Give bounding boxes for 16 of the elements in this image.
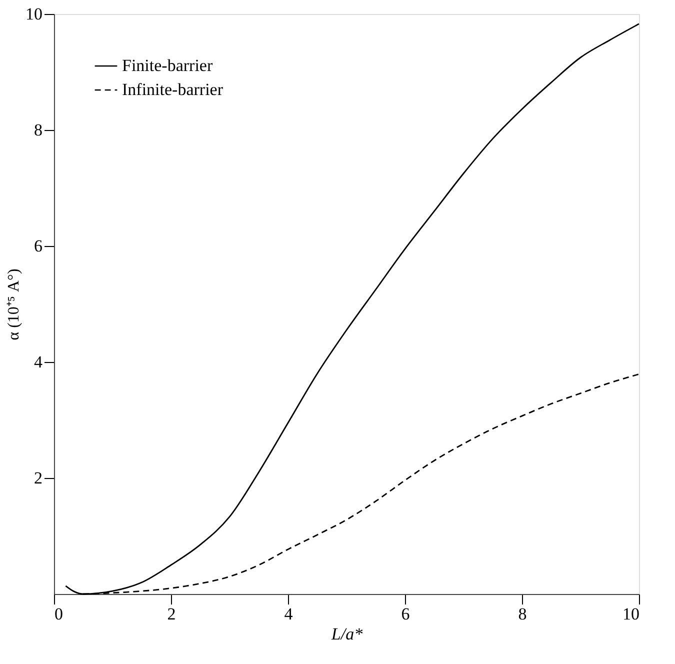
- x-tick-label: 2: [167, 604, 176, 624]
- x-tick-label: 0: [54, 604, 63, 624]
- x-axis-title: L/a*: [330, 624, 364, 644]
- y-tick-label: 2: [34, 468, 42, 488]
- x-tick-label: 8: [518, 604, 527, 624]
- x-tick-label: 10: [622, 604, 640, 624]
- legend-label: Infinite-barrier: [122, 80, 224, 99]
- x-tick-label: 4: [284, 604, 294, 624]
- y-axis-title: α (10⁺⁵ A°): [6, 268, 22, 340]
- y-tick-label: 4: [34, 352, 43, 372]
- y-tick-label: 6: [34, 236, 42, 256]
- y-tick-label: 10: [26, 4, 42, 24]
- x-tick-label: 6: [401, 604, 410, 624]
- line-series: [65, 23, 640, 595]
- y-tick-label: 8: [34, 120, 42, 140]
- legend-label: Finite-barrier: [122, 56, 213, 75]
